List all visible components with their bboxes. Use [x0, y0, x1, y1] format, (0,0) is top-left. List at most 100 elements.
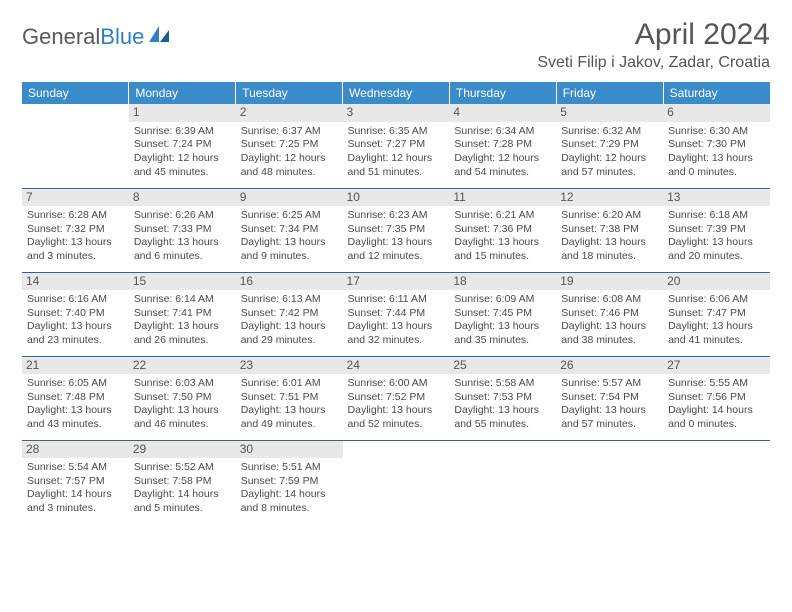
day-number: 29: [129, 441, 236, 459]
sunset-line: Sunset: 7:38 PM: [561, 223, 658, 237]
daylight-line: Daylight: 13 hours: [561, 236, 658, 250]
sunrise-line: Sunrise: 6:16 AM: [27, 293, 124, 307]
sunset-line: Sunset: 7:46 PM: [561, 307, 658, 321]
day-number: 3: [343, 104, 450, 122]
day-number: 4: [449, 104, 556, 122]
daylight-line: Daylight: 14 hours: [241, 488, 338, 502]
day-number: 15: [129, 273, 236, 291]
day-number: 17: [343, 273, 450, 291]
sunrise-line: Sunrise: 6:25 AM: [241, 209, 338, 223]
sunset-line: Sunset: 7:27 PM: [348, 138, 445, 152]
daylight-line: and 35 minutes.: [454, 334, 551, 348]
day-header: Tuesday: [236, 82, 343, 104]
sunset-line: Sunset: 7:57 PM: [27, 475, 124, 489]
sunrise-line: Sunrise: 6:39 AM: [134, 125, 231, 139]
day-number: 8: [129, 189, 236, 207]
daylight-line: Daylight: 13 hours: [241, 236, 338, 250]
sunrise-line: Sunrise: 6:03 AM: [134, 377, 231, 391]
daylight-line: Daylight: 14 hours: [668, 404, 765, 418]
calendar-week-row: 21Sunrise: 6:05 AMSunset: 7:48 PMDayligh…: [22, 356, 770, 440]
sunset-line: Sunset: 7:52 PM: [348, 391, 445, 405]
sunset-line: Sunset: 7:34 PM: [241, 223, 338, 237]
day-number: 26: [556, 357, 663, 375]
day-number: 9: [236, 189, 343, 207]
daylight-line: and 0 minutes.: [668, 418, 765, 432]
calendar-week-row: 14 Sunrise: 6:16 AMSunset: 7:40 PM Dayligh…: [22, 272, 770, 356]
daylight-line: Daylight: 13 hours: [561, 404, 658, 418]
calendar-cell: 30Sunrise: 5:51 AMSunset: 7:59 PMDayligh…: [236, 440, 343, 524]
sunrise-line: Sunrise: 5:55 AM: [668, 377, 765, 391]
day-number: 7: [22, 189, 129, 207]
calendar-cell: 16Sunrise: 6:13 AMSunset: 7:42 PMDayligh…: [236, 272, 343, 356]
day-number: 27: [663, 357, 770, 375]
day-number: 21: [22, 357, 129, 375]
brand-part2: Blue: [100, 24, 144, 50]
calendar-table: Sunday Monday Tuesday Wednesday Thursday…: [22, 82, 770, 524]
daylight-line: and 23 minutes.: [27, 334, 124, 348]
sunrise-line: Sunrise: 6:32 AM: [561, 125, 658, 139]
day-header: Wednesday: [343, 82, 450, 104]
sunrise-line: Sunrise: 6:37 AM: [241, 125, 338, 139]
daylight-line: Daylight: 12 hours: [241, 152, 338, 166]
sunset-line: Sunset: 7:42 PM: [241, 307, 338, 321]
sunset-line: Sunset: 7:24 PM: [134, 138, 231, 152]
sunrise-line: Sunrise: 6:23 AM: [348, 209, 445, 223]
calendar-body: 1Sunrise: 6:39 AMSunset: 7:24 PMDaylight…: [22, 104, 770, 524]
calendar-cell: 23Sunrise: 6:01 AMSunset: 7:51 PMDayligh…: [236, 356, 343, 440]
daylight-line: Daylight: 13 hours: [454, 236, 551, 250]
daylight-line: Daylight: 12 hours: [454, 152, 551, 166]
daylight-line: and 3 minutes.: [27, 502, 124, 516]
sunset-line: Sunset: 7:59 PM: [241, 475, 338, 489]
calendar-cell: [663, 440, 770, 524]
sunrise-line: Sunrise: 6:06 AM: [668, 293, 765, 307]
sunset-line: Sunset: 7:54 PM: [561, 391, 658, 405]
day-number: 6: [663, 104, 770, 122]
page-root: GeneralBlue April 2024 Sveti Filip i Jak…: [0, 0, 792, 542]
sunrise-line: Sunrise: 6:13 AM: [241, 293, 338, 307]
sunrise-line: Sunrise: 6:30 AM: [668, 125, 765, 139]
calendar-cell: 18Sunrise: 6:09 AMSunset: 7:45 PMDayligh…: [449, 272, 556, 356]
calendar-cell: 13Sunrise: 6:18 AMSunset: 7:39 PMDayligh…: [663, 188, 770, 272]
calendar-cell: 21Sunrise: 6:05 AMSunset: 7:48 PMDayligh…: [22, 356, 129, 440]
calendar-cell: [343, 440, 450, 524]
sunset-line: Sunset: 7:44 PM: [348, 307, 445, 321]
daylight-line: and 41 minutes.: [668, 334, 765, 348]
daylight-line: Daylight: 13 hours: [134, 320, 231, 334]
daylight-line: and 52 minutes.: [348, 418, 445, 432]
sunrise-line: Sunrise: 6:11 AM: [348, 293, 445, 307]
daylight-line: Daylight: 13 hours: [348, 236, 445, 250]
daylight-line: and 49 minutes.: [241, 418, 338, 432]
day-header: Friday: [556, 82, 663, 104]
sunrise-line: Sunrise: 6:01 AM: [241, 377, 338, 391]
day-number: 22: [129, 357, 236, 375]
day-number: 19: [556, 273, 663, 291]
sunset-line: Sunset: 7:28 PM: [454, 138, 551, 152]
calendar-week-row: 1Sunrise: 6:39 AMSunset: 7:24 PMDaylight…: [22, 104, 770, 188]
calendar-cell: [556, 440, 663, 524]
calendar-cell: 26 Sunrise: 5:57 AMSunset: 7:54 PMDayligh…: [556, 356, 663, 440]
sunrise-line: Sunrise: 6:26 AM: [134, 209, 231, 223]
calendar-cell: 20Sunrise: 6:06 AMSunset: 7:47 PMDayligh…: [663, 272, 770, 356]
day-number: 20: [663, 273, 770, 291]
sunset-line: Sunset: 7:58 PM: [134, 475, 231, 489]
location: Sveti Filip i Jakov, Zadar, Croatia: [537, 54, 770, 72]
day-number: 14: [22, 273, 129, 291]
calendar-cell: 6Sunrise: 6:30 AMSunset: 7:30 PMDaylight…: [663, 104, 770, 188]
sunset-line: Sunset: 7:40 PM: [27, 307, 124, 321]
brand-logo: GeneralBlue: [22, 24, 171, 50]
calendar-cell: 27 Sunrise: 5:55 AMSunset: 7:56 PMDayligh…: [663, 356, 770, 440]
sunset-line: Sunset: 7:39 PM: [668, 223, 765, 237]
daylight-line: and 0 minutes.: [668, 166, 765, 180]
calendar-cell: 17Sunrise: 6:11 AMSunset: 7:44 PMDayligh…: [343, 272, 450, 356]
sunrise-line: Sunrise: 6:34 AM: [454, 125, 551, 139]
day-number: 10: [343, 189, 450, 207]
sunset-line: Sunset: 7:41 PM: [134, 307, 231, 321]
sunset-line: Sunset: 7:56 PM: [668, 391, 765, 405]
sunrise-line: Sunrise: 5:57 AM: [561, 377, 658, 391]
calendar-cell: 8Sunrise: 6:26 AMSunset: 7:33 PMDaylight…: [129, 188, 236, 272]
sunrise-line: Sunrise: 5:52 AM: [134, 461, 231, 475]
sunset-line: Sunset: 7:48 PM: [27, 391, 124, 405]
sunrise-line: Sunrise: 6:18 AM: [668, 209, 765, 223]
brand-part1: General: [22, 24, 100, 50]
calendar-cell: 28Sunrise: 5:54 AMSunset: 7:57 PMDayligh…: [22, 440, 129, 524]
